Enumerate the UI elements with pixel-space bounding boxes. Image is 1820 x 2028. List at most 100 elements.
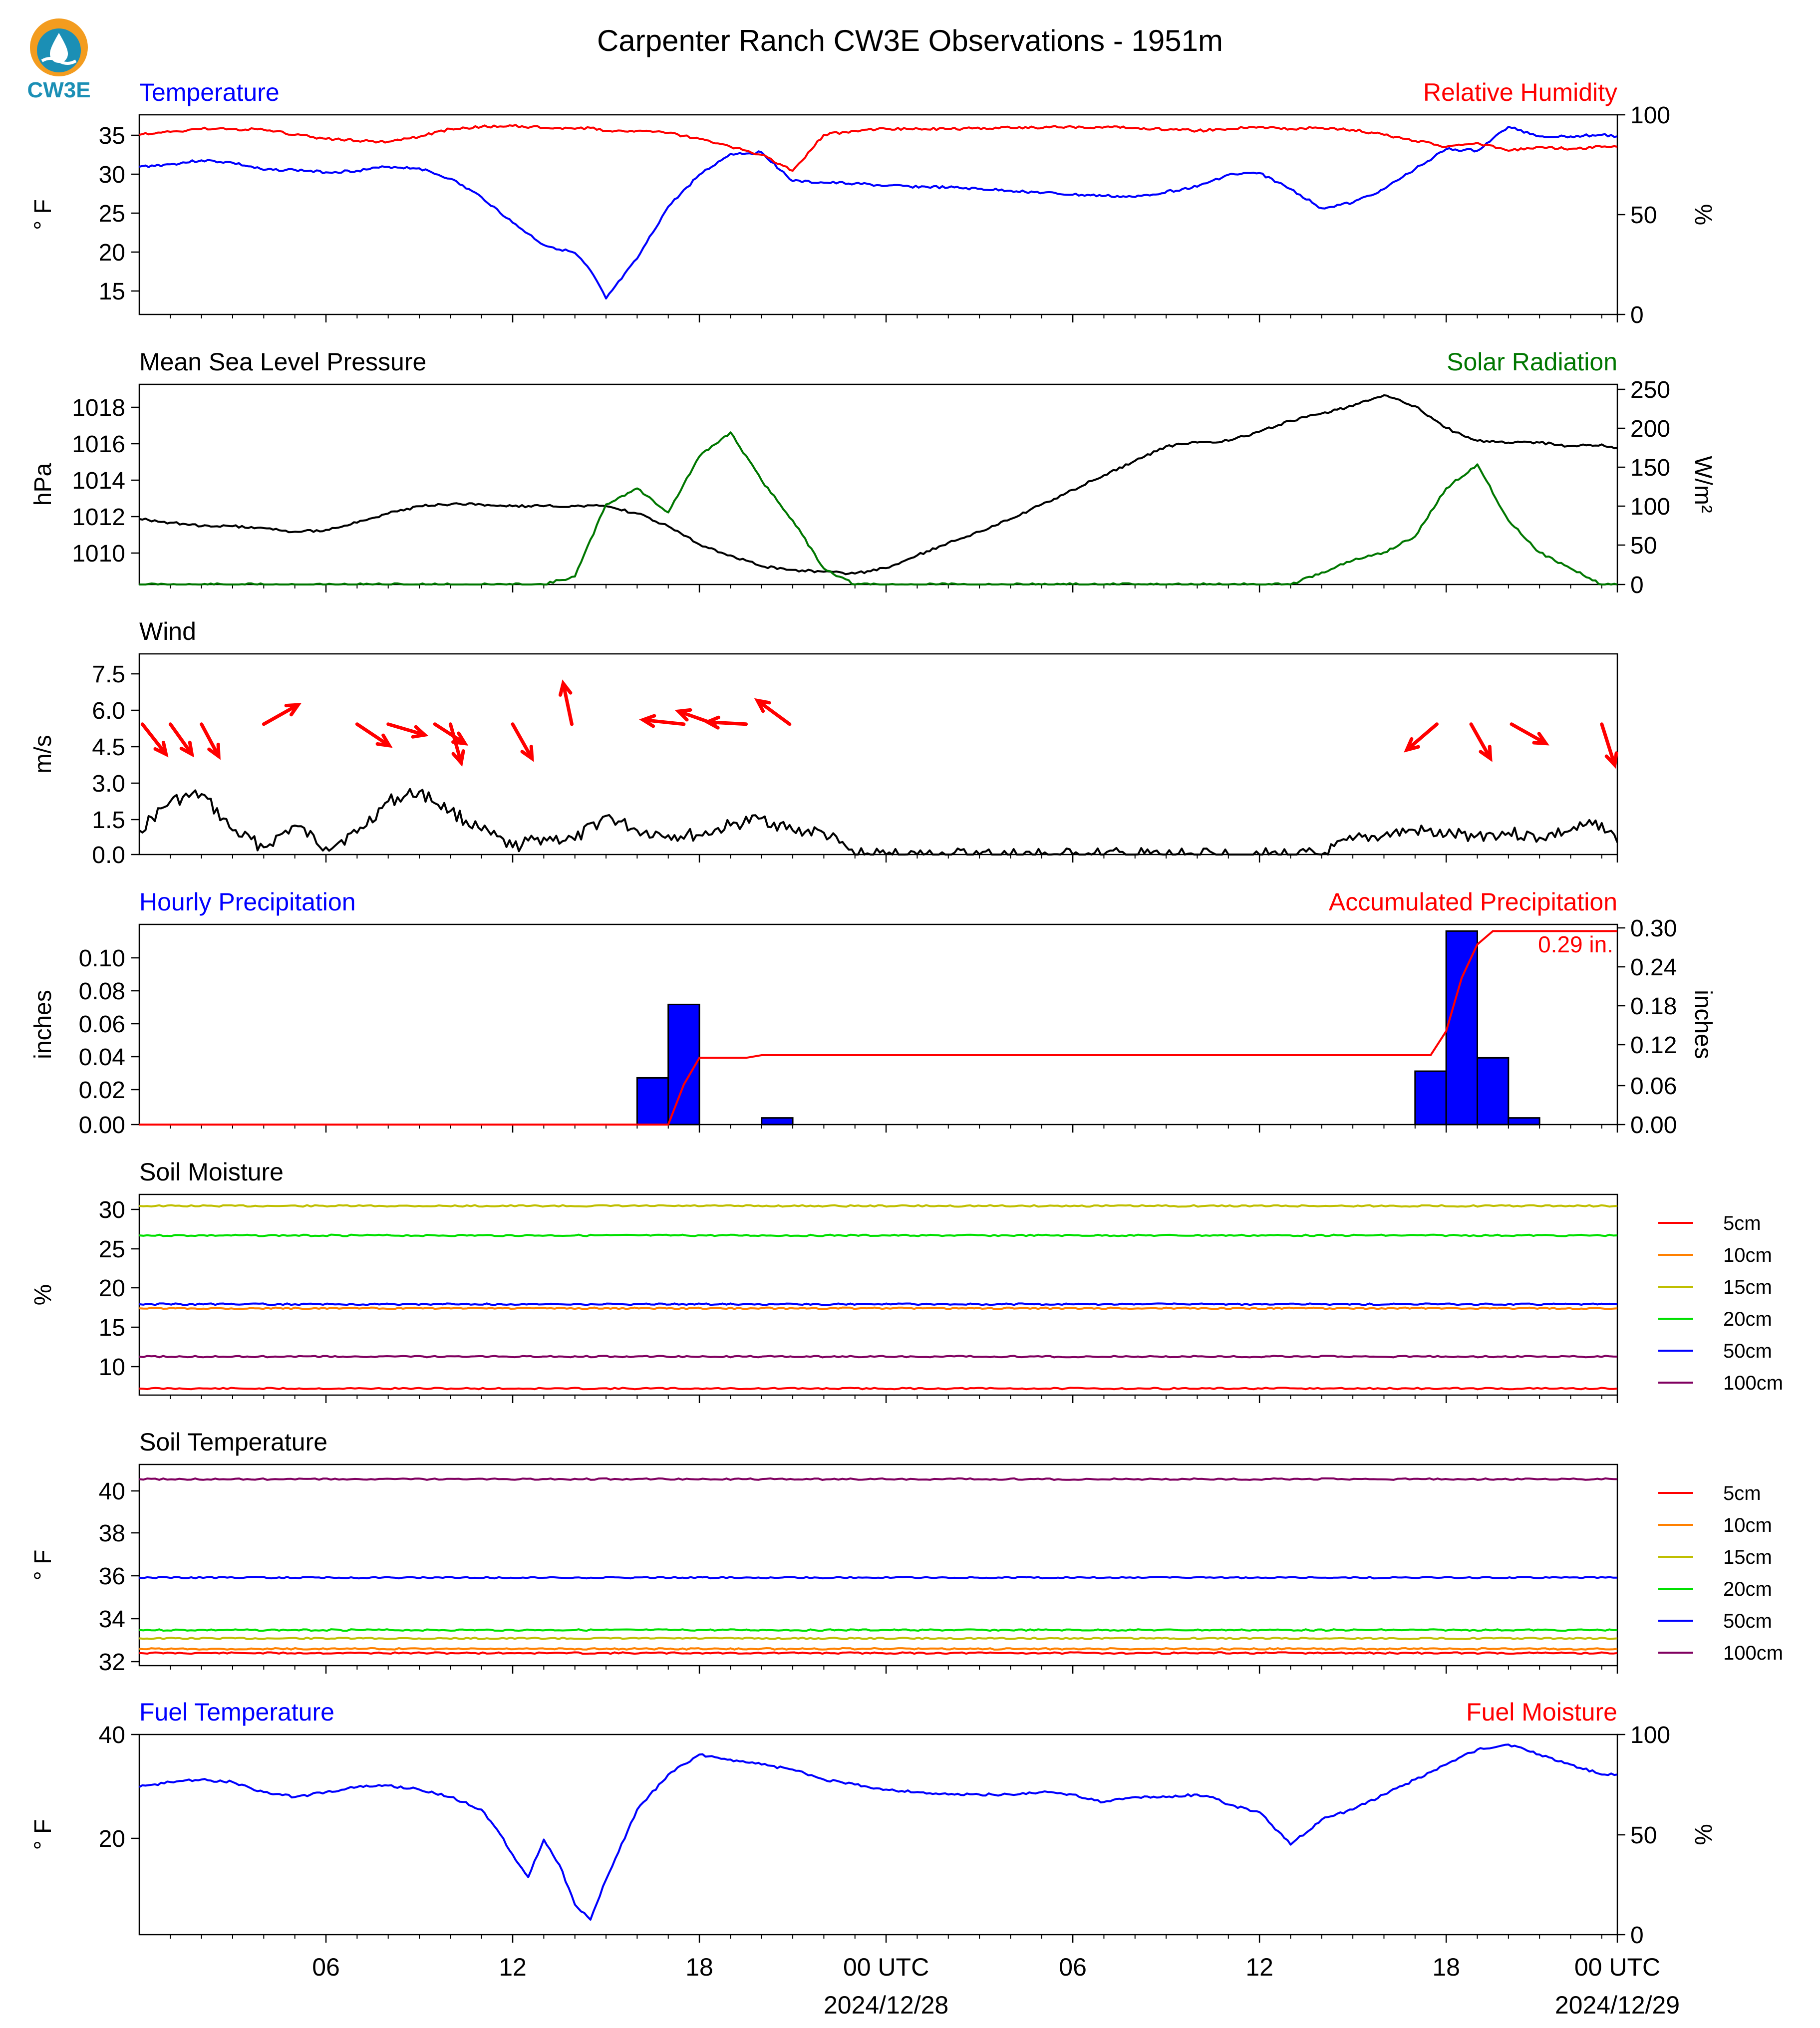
wind-arrow xyxy=(511,722,534,762)
plot-frame xyxy=(138,923,1618,1126)
y-axis-label-right: W/m² xyxy=(1690,456,1716,513)
y-axis-label: m/s xyxy=(30,735,56,773)
series-line-20cm xyxy=(139,1233,1618,1237)
y-axis-label: ° F xyxy=(30,1550,56,1581)
legend-label: 100cm xyxy=(1723,1642,1783,1664)
y-tick-label: 0.00 xyxy=(79,1112,125,1139)
y-right-tick-label: 50 xyxy=(1630,533,1657,559)
y-right-tick-label: 0.24 xyxy=(1630,954,1677,981)
y-tick-label: 34 xyxy=(99,1606,125,1633)
precip-bar xyxy=(636,1077,669,1126)
series-line xyxy=(139,394,1618,576)
y-tick-label: 3.0 xyxy=(92,771,125,797)
y-tick-label: 20 xyxy=(99,1826,125,1852)
precip-bar xyxy=(1414,1070,1447,1126)
legend-label: 20cm xyxy=(1723,1578,1772,1600)
plot-frame xyxy=(138,1463,1618,1667)
y-axis-label-right: % xyxy=(1690,1824,1716,1845)
y-tick-label: 20 xyxy=(99,240,125,266)
y-tick-label: 0.02 xyxy=(79,1077,125,1104)
x-tick-label: 12 xyxy=(499,1953,527,1981)
series-line xyxy=(139,431,1618,585)
y-tick-label: 36 xyxy=(99,1563,125,1590)
cw3e-logo: CW3E xyxy=(27,18,91,102)
y-tick-label: 1016 xyxy=(72,431,125,458)
y-tick-label: 0.10 xyxy=(79,945,125,972)
y-tick-label: 0.04 xyxy=(79,1044,125,1071)
legend-label: 100cm xyxy=(1723,1372,1783,1394)
panel-title-left: Wind xyxy=(139,617,196,645)
legend-label: 10cm xyxy=(1723,1514,1772,1536)
plot-frame xyxy=(138,653,1618,856)
precip-bar xyxy=(761,1117,794,1126)
panel-4: Hourly Precipitation Accumulated Precipit… xyxy=(30,888,1716,1139)
y-right-tick-label: 0 xyxy=(1630,302,1644,328)
y-right-tick-label: 50 xyxy=(1630,1822,1657,1849)
y-right-tick-label: 100 xyxy=(1630,102,1670,129)
y-tick-label: 15 xyxy=(99,279,125,305)
x-tick-label: 18 xyxy=(685,1953,713,1981)
legend-label: 15cm xyxy=(1723,1276,1772,1298)
series-line-10cm xyxy=(139,1306,1618,1310)
y-right-tick-label: 0.18 xyxy=(1630,993,1677,1020)
logo-drop-icon xyxy=(50,33,68,63)
x-tick-label: 18 xyxy=(1432,1953,1460,1981)
series-line-100cm xyxy=(139,1477,1618,1481)
x-tick-label: 00 UTC xyxy=(843,1953,929,1981)
legend-label: 15cm xyxy=(1723,1546,1772,1568)
wind-arrow xyxy=(1469,722,1493,762)
y-tick-label: 1010 xyxy=(72,541,125,567)
series-line-50cm xyxy=(139,1576,1618,1580)
series-line-10cm xyxy=(139,1647,1618,1651)
y-tick-label: 0.06 xyxy=(79,1011,125,1038)
legend-label: 50cm xyxy=(1723,1610,1772,1632)
y-right-tick-label: 100 xyxy=(1630,1722,1670,1748)
series-line xyxy=(139,1743,1618,1921)
panel-title-left: Temperature xyxy=(139,78,280,106)
y-tick-label: 20 xyxy=(99,1275,125,1302)
y-right-tick-label: 150 xyxy=(1630,455,1670,481)
panel-title-left: Soil Moisture xyxy=(139,1158,284,1186)
wind-arrow xyxy=(754,698,792,726)
panel-title-left: Hourly Precipitation xyxy=(139,888,356,916)
plot-frame xyxy=(138,114,1618,315)
y-right-tick-label: 0.00 xyxy=(1630,1112,1677,1139)
wind-arrow xyxy=(1404,722,1439,753)
precip-bar xyxy=(1508,1117,1540,1126)
legend-label: 10cm xyxy=(1723,1244,1772,1266)
y-axis-label: ° F xyxy=(30,1819,56,1850)
logo-wave-icon xyxy=(41,57,77,65)
x-axis-labels: 06 12 18 00 UTC 06 12 18 00 UTC 2024/12/28 2024/1… xyxy=(312,1953,1680,2019)
panel-title-right: Fuel Moisture xyxy=(1466,1698,1617,1726)
series-line-20cm xyxy=(139,1628,1618,1632)
y-tick-label: 7.5 xyxy=(92,661,125,688)
panel-title-right: Relative Humidity xyxy=(1423,78,1617,106)
y-axis-label-right: inches xyxy=(1690,990,1716,1059)
x-date-label: 2024/12/28 xyxy=(824,1991,948,2019)
x-tick-label: 12 xyxy=(1245,1953,1273,1981)
wind-arrow xyxy=(1600,722,1618,769)
panel-5: Soil Moisture 30 25 20 15 10% 5cm 10cm 15cm 20cm 5… xyxy=(30,1158,1783,1403)
y-tick-label: 0.08 xyxy=(79,978,125,1005)
panel-7: Fuel Temperature Fuel Moisture 40 20 100 50 0 °… xyxy=(30,1698,1716,1949)
y-axis-label: hPa xyxy=(30,463,56,506)
y-axis-label: inches xyxy=(30,990,56,1059)
panel-title-right: Accumulated Precipitation xyxy=(1329,888,1617,916)
panel-6: Soil Temperature 40 38 36 34 32 ° F 5cm 10cm 15cm… xyxy=(30,1428,1783,1676)
y-tick-label: 25 xyxy=(99,201,125,227)
y-axis-label: % xyxy=(30,1284,56,1306)
y-tick-label: 1014 xyxy=(72,468,125,494)
x-tick-label: 06 xyxy=(1059,1953,1087,1981)
y-tick-label: 10 xyxy=(99,1354,125,1381)
y-tick-label: 15 xyxy=(99,1315,125,1341)
x-tick-label: 00 UTC xyxy=(1574,1953,1660,1981)
legend-label: 5cm xyxy=(1723,1482,1761,1504)
series-line-5cm xyxy=(139,1387,1618,1391)
y-tick-label: 40 xyxy=(99,1478,125,1505)
figure-title: Carpenter Ranch CW3E Observations - 1951… xyxy=(597,24,1223,57)
y-tick-label: 4.5 xyxy=(92,734,125,761)
y-tick-label: 30 xyxy=(99,162,125,188)
logo-text: CW3E xyxy=(27,78,90,102)
y-tick-label: 6.0 xyxy=(92,698,125,724)
